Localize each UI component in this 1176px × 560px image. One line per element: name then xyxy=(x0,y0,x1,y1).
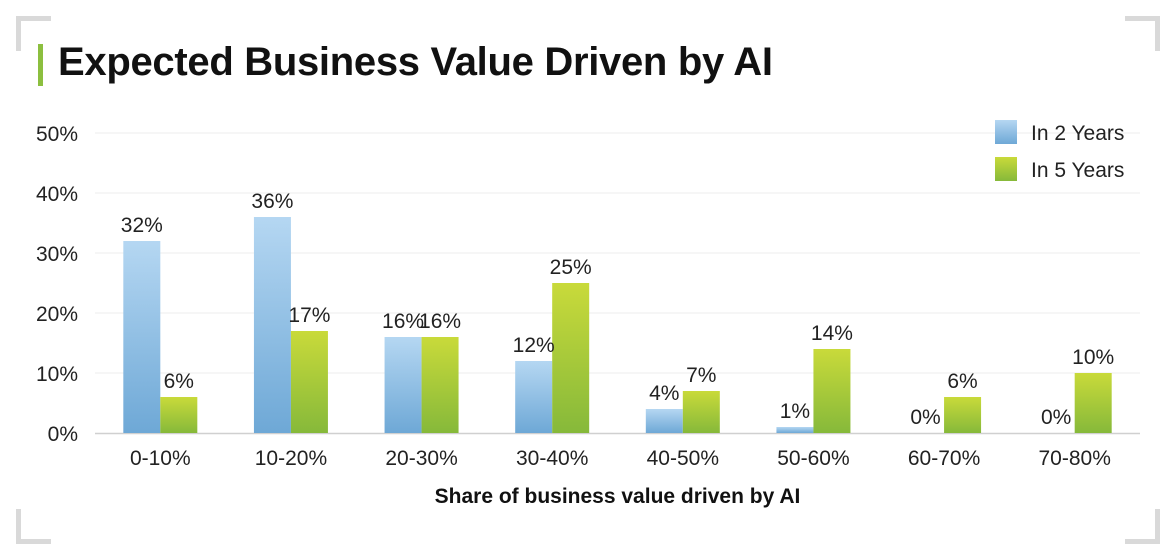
y-tick-label: 0% xyxy=(48,423,78,446)
y-axis-tick-labels: 0% 10% 20% 30% 40% 50% xyxy=(36,123,78,446)
bar-in-2-years-50-60% xyxy=(776,427,814,433)
y-tick-label: 50% xyxy=(36,123,78,146)
legend: In 2 Years In 5 Years xyxy=(995,120,1124,182)
data-label: 32% xyxy=(121,214,163,237)
x-tick-label: 40-50% xyxy=(647,447,719,470)
corner-bracket-top-right xyxy=(1125,16,1160,51)
y-tick-label: 30% xyxy=(36,243,78,266)
bar-in-5-years-20-30% xyxy=(421,337,459,433)
y-tick-label: 20% xyxy=(36,303,78,326)
data-label: 0% xyxy=(910,406,940,429)
corner-bracket-top-left xyxy=(16,16,51,51)
data-label: 17% xyxy=(288,304,330,327)
corner-bracket-bottom-right xyxy=(1125,509,1160,544)
bar-in-5-years-60-70% xyxy=(944,397,982,433)
x-axis-title: Share of business value driven by AI xyxy=(435,485,801,508)
corner-bracket-bottom-left xyxy=(16,509,51,544)
data-labels: 32% 6% 36% 17% 16%16% 12% 25% 4% 7% 1% 14% 0% 6% 0% 10… xyxy=(121,190,1114,429)
legend-swatch xyxy=(995,157,1017,181)
data-label: 36% xyxy=(251,190,293,213)
data-label: 1% xyxy=(780,400,810,423)
bars xyxy=(123,217,1112,433)
x-axis-tick-labels: 0-10% 10-20% 20-30% 30-40% 40-50% 50-60% 60-70… xyxy=(130,447,1111,470)
data-label: 6% xyxy=(164,370,194,393)
x-tick-label: 10-20% xyxy=(255,447,327,470)
bar-in-2-years-0-10% xyxy=(123,241,161,433)
x-tick-label: 60-70% xyxy=(908,447,980,470)
gridlines xyxy=(95,132,1140,374)
legend-swatch xyxy=(995,120,1017,144)
bar-in-2-years-10-20% xyxy=(253,217,291,433)
bar-in-5-years-30-40% xyxy=(552,283,590,433)
bar-in-5-years-70-80% xyxy=(1074,373,1112,433)
bar-in-2-years-40-50% xyxy=(645,409,683,433)
x-tick-label: 70-80% xyxy=(1038,447,1110,470)
x-tick-label: 20-30% xyxy=(385,447,457,470)
bar-in-5-years-0-10% xyxy=(160,397,198,433)
data-label: 4% xyxy=(649,382,679,405)
data-label: 16% xyxy=(419,310,461,333)
data-label: 16% xyxy=(382,310,424,333)
legend-label: In 2 Years xyxy=(1031,122,1124,145)
data-label: 7% xyxy=(686,364,716,387)
bar-in-2-years-20-30% xyxy=(384,337,422,433)
data-label: 14% xyxy=(811,322,853,345)
data-label: 25% xyxy=(550,256,592,279)
title-accent-bar xyxy=(38,44,43,86)
y-tick-label: 40% xyxy=(36,183,78,206)
data-label: 12% xyxy=(513,334,555,357)
chart-title: Expected Business Value Driven by AI xyxy=(58,40,773,84)
data-label: 0% xyxy=(1041,406,1071,429)
data-label: 6% xyxy=(947,370,977,393)
bar-in-5-years-10-20% xyxy=(290,331,328,433)
x-tick-label: 50-60% xyxy=(777,447,849,470)
bar-in-5-years-50-60% xyxy=(813,349,851,433)
y-tick-label: 10% xyxy=(36,363,78,386)
bar-in-5-years-40-50% xyxy=(682,391,720,433)
x-tick-label: 0-10% xyxy=(130,447,191,470)
data-label: 10% xyxy=(1072,346,1114,369)
bar-in-2-years-30-40% xyxy=(515,361,553,433)
x-tick-label: 30-40% xyxy=(516,447,588,470)
legend-label: In 5 Years xyxy=(1031,159,1124,182)
